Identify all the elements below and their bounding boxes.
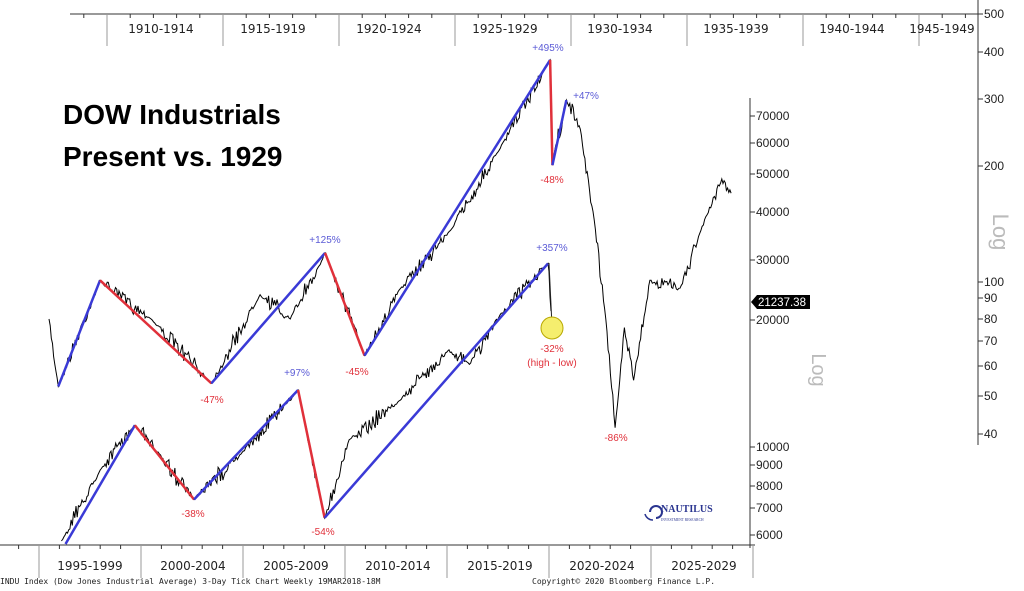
right-axis-tick-label: 500 bbox=[984, 7, 1004, 21]
left-axis-tick-label: 7000 bbox=[756, 501, 783, 515]
annotation-label: +47% bbox=[573, 91, 599, 102]
right-axis-tick-label: 90 bbox=[984, 291, 998, 305]
right-axis-tick-label: 60 bbox=[984, 359, 998, 373]
left-axis-tick-label: 30000 bbox=[756, 253, 790, 267]
last-value-tag: 21237.38 bbox=[751, 295, 810, 309]
annotation-label: +357% bbox=[536, 243, 568, 254]
left-axis-tick-label: 50000 bbox=[756, 167, 790, 181]
nautilus-shell-icon bbox=[644, 505, 663, 521]
bottom-period-label: 2000-2004 bbox=[160, 559, 225, 573]
annotation-label: -45% bbox=[345, 367, 368, 378]
left-axis-tick-label: 8000 bbox=[756, 479, 783, 493]
series-Present-line bbox=[61, 262, 552, 542]
right-axis-tick-label: 70 bbox=[984, 334, 998, 348]
trendline-Present bbox=[64, 424, 136, 545]
annotation-label: -47% bbox=[200, 395, 223, 406]
logo-name: NAUTILUS bbox=[661, 504, 713, 515]
top-period-label: 1935-1939 bbox=[703, 22, 768, 36]
top-period-label: 1920-1924 bbox=[356, 22, 421, 36]
right-axis-tick-label: 40 bbox=[984, 427, 998, 441]
footer-source: INDU Index (Dow Jones Industrial Average… bbox=[0, 577, 381, 586]
top-period-label: 1915-1919 bbox=[240, 22, 305, 36]
left-axis-tick-label: 70000 bbox=[756, 109, 790, 123]
bottom-period-label: 2010-2014 bbox=[365, 559, 430, 573]
chart-title-line-2: Present vs. 1929 bbox=[63, 141, 283, 172]
trendline-Present bbox=[296, 389, 326, 519]
bottom-period-label: 2005-2009 bbox=[263, 559, 328, 573]
trendline-Present bbox=[323, 262, 549, 519]
trendline-1929 bbox=[57, 279, 102, 387]
current-value-highlight-circle bbox=[540, 316, 564, 340]
drop-line bbox=[548, 262, 553, 327]
annotation-label: +97% bbox=[284, 368, 310, 379]
series-layer bbox=[48, 58, 732, 542]
trendline-1929 bbox=[323, 252, 366, 356]
trendline-1929 bbox=[551, 99, 568, 166]
annotations: +125% -47% -45% +495% -48% +47% -86% +97… bbox=[181, 43, 627, 538]
trendline-1929 bbox=[548, 59, 554, 166]
left-axis-tick-label: 60000 bbox=[756, 136, 790, 150]
top-period-label: 1930-1934 bbox=[587, 22, 652, 36]
trendline-1929 bbox=[99, 279, 213, 385]
left-axis-tick-label: 10000 bbox=[756, 440, 790, 454]
top-period-label: 1925-1929 bbox=[472, 22, 537, 36]
bottom-period-label: 2015-2019 bbox=[467, 559, 532, 573]
series-1929-line bbox=[48, 58, 732, 428]
bottom-period-labels: 1995-1999 2000-2004 2005-2009 2010-2014 … bbox=[57, 559, 736, 573]
annotation-label: -32% bbox=[540, 344, 563, 355]
right-axis-tick-label: 50 bbox=[984, 389, 998, 403]
annotation-label: (high - low) bbox=[527, 358, 576, 369]
bottom-period-label: 2025-2029 bbox=[671, 559, 736, 573]
annotation-label: -54% bbox=[311, 527, 334, 538]
top-period-label: 1940-1944 bbox=[819, 22, 884, 36]
top-period-label: 1910-1914 bbox=[128, 22, 193, 36]
right-axis-tick-label: 300 bbox=[984, 92, 1004, 106]
right-axis-scale-label: Log bbox=[988, 214, 1013, 251]
trendline-1929 bbox=[210, 252, 327, 385]
last-value-text: 21237.38 bbox=[758, 297, 806, 309]
trendline-Present bbox=[193, 389, 299, 501]
right-axis-ticks: 500 400 300 200 100 90 80 70 60 50 40 bbox=[978, 7, 1004, 441]
left-axis-tick-label: 40000 bbox=[756, 205, 790, 219]
left-axis-tick-label: 9000 bbox=[756, 458, 783, 472]
trendline-1929 bbox=[363, 59, 552, 357]
right-axis-tick-label: 200 bbox=[984, 159, 1004, 173]
top-period-label: 1945-1949 bbox=[909, 22, 974, 36]
trendline-Present bbox=[133, 424, 196, 501]
bottom-axis-ticks bbox=[18, 545, 754, 578]
top-period-labels: 1910-1914 1915-1919 1920-1924 1925-1929 … bbox=[128, 22, 974, 36]
bottom-period-label: 1995-1999 bbox=[57, 559, 122, 573]
left-axis-tick-label: 20000 bbox=[756, 313, 790, 327]
logo-subtitle: INVESTMENT RESEARCH bbox=[661, 518, 704, 522]
left-axis-tick-label: 6000 bbox=[756, 528, 783, 542]
annotation-label: +125% bbox=[309, 235, 341, 246]
annotation-label: -38% bbox=[181, 509, 204, 520]
annotation-label: -86% bbox=[604, 433, 627, 444]
left-axis-ticks: 70000 60000 50000 40000 30000 20000 10000 9000 8… bbox=[750, 109, 790, 542]
right-axis-tick-label: 100 bbox=[984, 275, 1004, 289]
annotation-label: -48% bbox=[540, 175, 563, 186]
right-axis-tick-label: 80 bbox=[984, 312, 998, 326]
nautilus-logo: NAUTILUS INVESTMENT RESEARCH bbox=[644, 504, 713, 522]
top-axis-ticks bbox=[83, 14, 966, 46]
annotation-label: +495% bbox=[532, 43, 564, 54]
right-axis-tick-label: 400 bbox=[984, 45, 1004, 59]
left-axis-scale-label: Log bbox=[807, 353, 829, 386]
chart-title-line-1: DOW Industrials bbox=[63, 99, 281, 130]
footer-copyright: Copyright© 2020 Bloomberg Finance L.P. bbox=[532, 577, 715, 586]
trendline-layer bbox=[57, 59, 568, 545]
bottom-period-label: 2020-2024 bbox=[569, 559, 634, 573]
